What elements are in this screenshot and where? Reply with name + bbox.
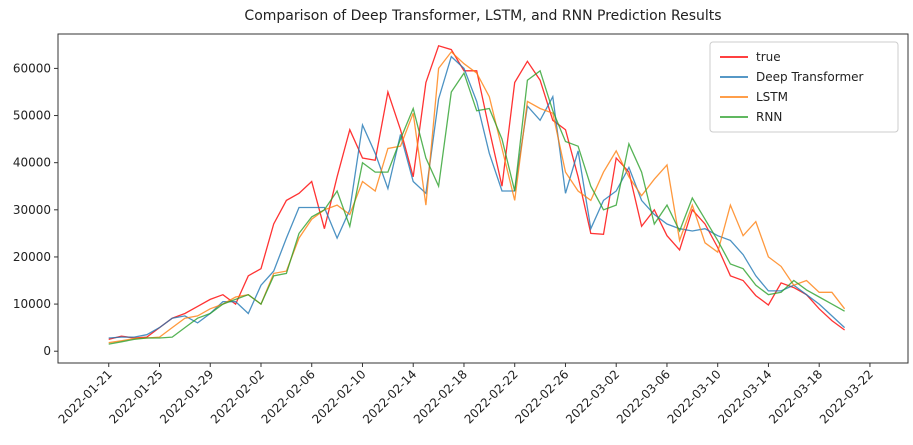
y-tick-label: 20000: [13, 250, 51, 264]
legend-label: LSTM: [756, 90, 788, 104]
legend: true Deep Transformer LSTM RNN: [709, 41, 899, 133]
legend-label: Deep Transformer: [756, 70, 864, 84]
x-tick-label: 2022-03-06: [614, 367, 673, 426]
y-tick-label: 50000: [13, 109, 51, 123]
y-tick-label: 40000: [13, 156, 51, 170]
y-tick-label: 60000: [13, 61, 51, 75]
x-tick-label: 2022-02-18: [411, 367, 470, 426]
x-tick-label: 2022-01-21: [56, 367, 115, 426]
series-line: [108, 50, 846, 344]
plot-frame: [57, 33, 909, 364]
x-tick-label: 2022-01-29: [157, 367, 216, 426]
x-tick-label: 2022-02-22: [462, 367, 521, 426]
x-tick-label: 2022-03-02: [563, 367, 622, 426]
legend-label: true: [756, 50, 781, 64]
x-tick-label: 2022-02-02: [208, 367, 267, 426]
y-tick-label: 30000: [13, 203, 51, 217]
x-tick-label: 2022-03-22: [817, 367, 876, 426]
x-tick-label: 2022-02-14: [360, 367, 419, 426]
x-tick-label: 2022-02-06: [259, 367, 318, 426]
x-tick-label: 2022-03-18: [766, 367, 825, 426]
chart-title: Comparison of Deep Transformer, LSTM, an…: [244, 8, 721, 24]
x-tick-label: 2022-01-25: [106, 367, 165, 426]
y-tick-label: 10000: [13, 297, 51, 311]
x-tick-label: 2022-02-10: [309, 367, 368, 426]
y-tick-label: 0: [43, 344, 51, 358]
x-tick-label: 2022-02-26: [512, 367, 571, 426]
series-line: [108, 69, 845, 345]
legend-label: RNN: [756, 110, 782, 124]
legend-box: [709, 41, 899, 133]
x-tick-label: 2022-03-10: [665, 367, 724, 426]
x-tick-label: 2022-03-14: [715, 367, 774, 426]
